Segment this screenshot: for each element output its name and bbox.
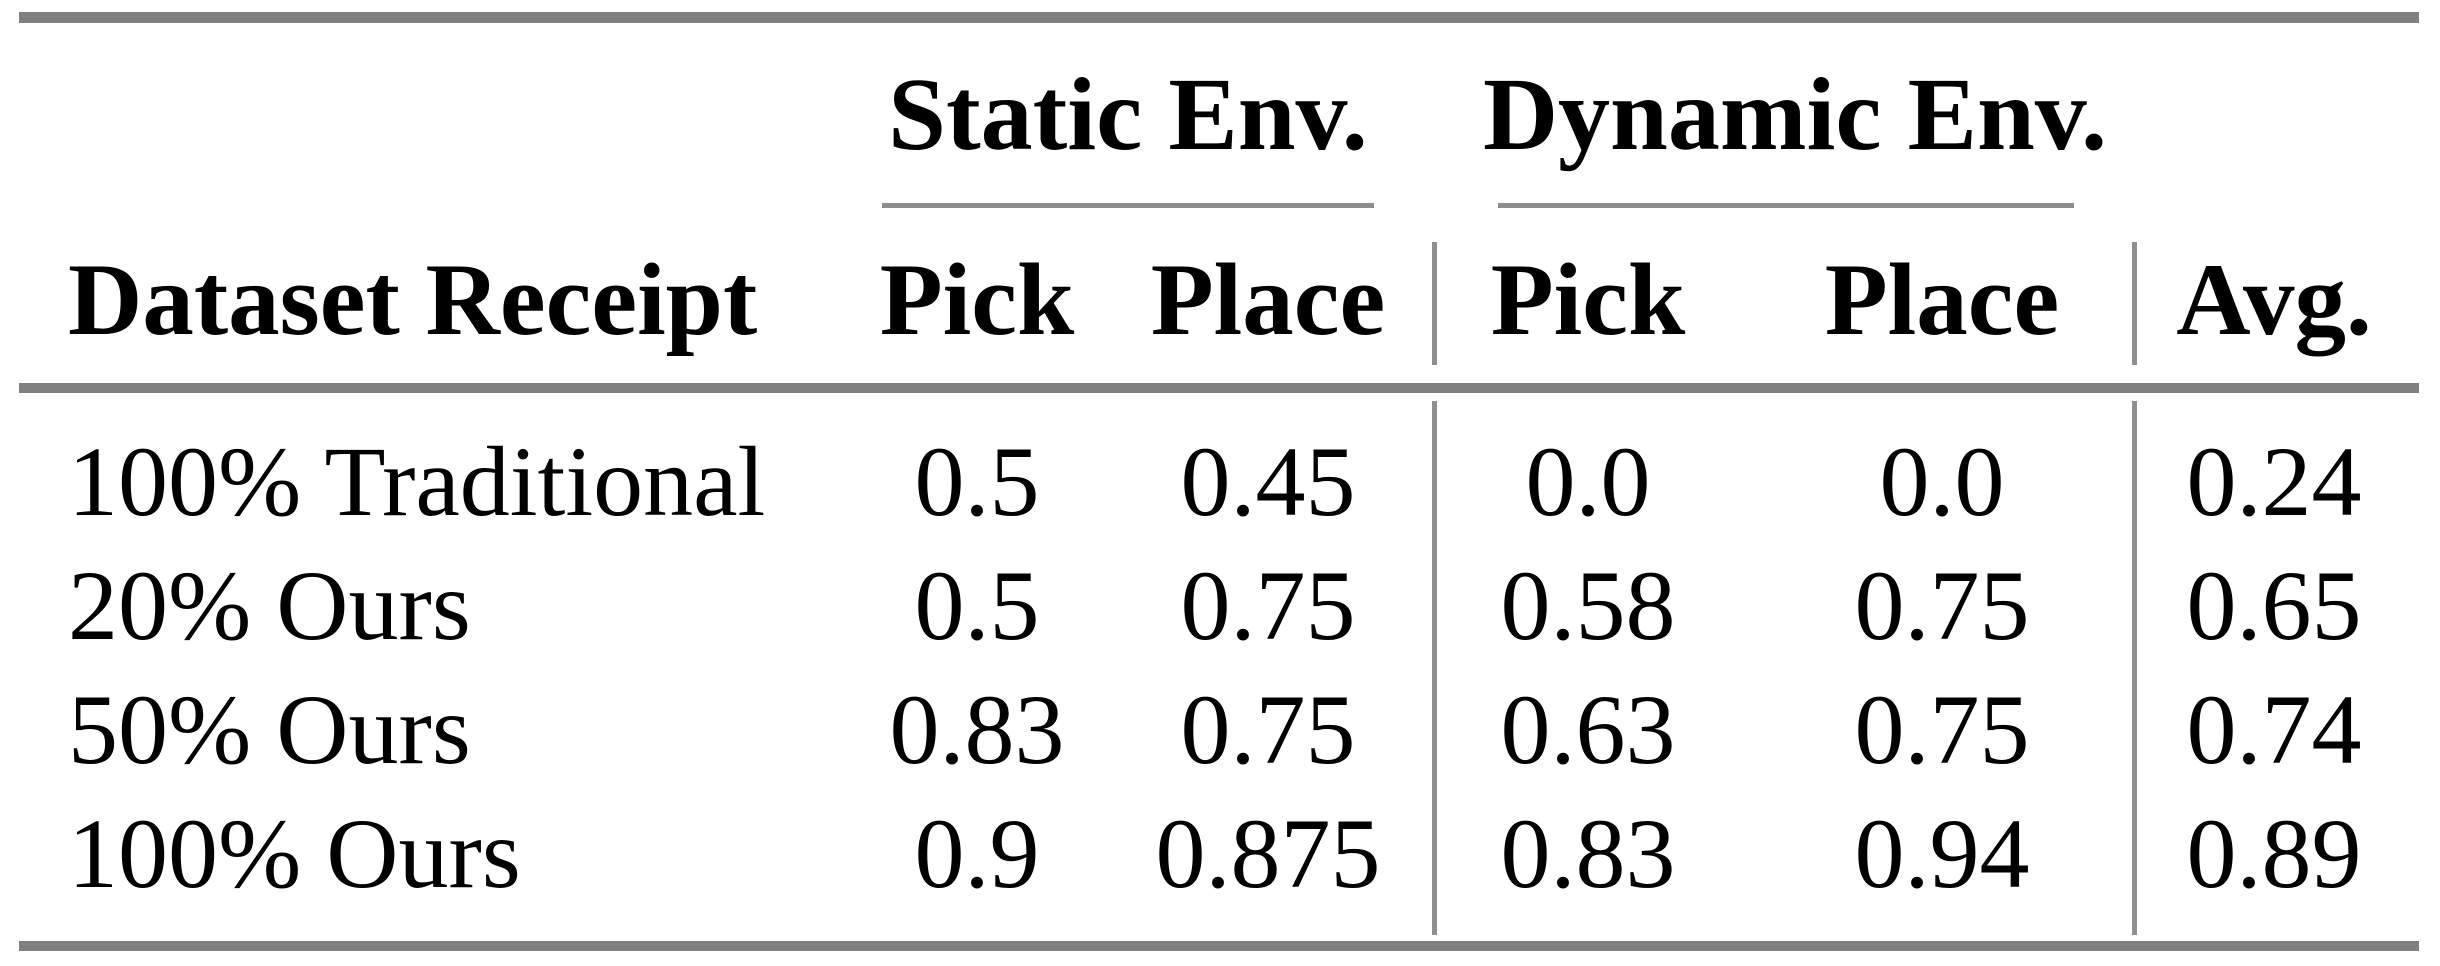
static-env-underline — [882, 203, 1374, 208]
cell-avg: 0.89 — [2186, 798, 2362, 909]
col-header-dataset-receipt: Dataset Receipt — [68, 243, 758, 357]
cell-static-pick: 0.9 — [914, 798, 1040, 909]
cell-avg: 0.65 — [2186, 550, 2362, 661]
col-header-dynamic-pick: Pick — [1490, 243, 1686, 357]
cell-avg: 0.24 — [2186, 426, 2362, 537]
column-separator-1-header — [1432, 242, 1437, 365]
row-label: 50% Ours — [68, 674, 471, 785]
cell-dynamic-place: 0.0 — [1879, 426, 2005, 537]
row-label: 20% Ours — [68, 550, 471, 661]
cell-static-pick: 0.83 — [889, 674, 1065, 785]
cell-static-pick: 0.5 — [914, 426, 1040, 537]
column-separator-2-body — [2132, 401, 2137, 935]
table-row: 20% Ours 0.5 0.75 0.58 0.75 0.65 — [0, 544, 2440, 668]
cell-static-place: 0.45 — [1180, 426, 1356, 537]
table-header-row: Dataset Receipt Pick Place Pick Place Av… — [0, 238, 2440, 362]
row-label: 100% Ours — [68, 798, 521, 909]
dynamic-env-underline — [1498, 203, 2074, 208]
group-header-dynamic-env: Dynamic Env. — [1482, 57, 2108, 172]
col-header-avg: Avg. — [2176, 243, 2372, 357]
cell-dynamic-pick: 0.0 — [1525, 426, 1651, 537]
cell-dynamic-place: 0.75 — [1854, 550, 2030, 661]
top-rule — [19, 12, 2419, 23]
cell-static-pick: 0.5 — [914, 550, 1040, 661]
col-header-static-place: Place — [1150, 243, 1386, 357]
cell-dynamic-place: 0.94 — [1854, 798, 2030, 909]
cell-dynamic-pick: 0.58 — [1500, 550, 1676, 661]
table-row: 50% Ours 0.83 0.75 0.63 0.75 0.74 — [0, 668, 2440, 792]
table-row: 100% Traditional 0.5 0.45 0.0 0.0 0.24 — [0, 420, 2440, 544]
cell-avg: 0.74 — [2186, 674, 2362, 785]
cell-static-place: 0.875 — [1155, 798, 1381, 909]
mid-rule — [19, 383, 2419, 393]
bottom-rule — [19, 941, 2419, 951]
cell-static-place: 0.75 — [1180, 550, 1356, 661]
col-header-static-pick: Pick — [879, 243, 1075, 357]
cell-dynamic-pick: 0.63 — [1500, 674, 1676, 785]
row-label: 100% Traditional — [68, 426, 766, 537]
table-row: 100% Ours 0.9 0.875 0.83 0.94 0.89 — [0, 792, 2440, 916]
cell-dynamic-pick: 0.83 — [1500, 798, 1676, 909]
column-separator-2-header — [2132, 242, 2137, 365]
group-header-static-env: Static Env. — [888, 57, 1368, 172]
cell-static-place: 0.75 — [1180, 674, 1356, 785]
col-header-dynamic-place: Place — [1824, 243, 2060, 357]
column-separator-1-body — [1432, 401, 1437, 935]
cell-dynamic-place: 0.75 — [1854, 674, 2030, 785]
